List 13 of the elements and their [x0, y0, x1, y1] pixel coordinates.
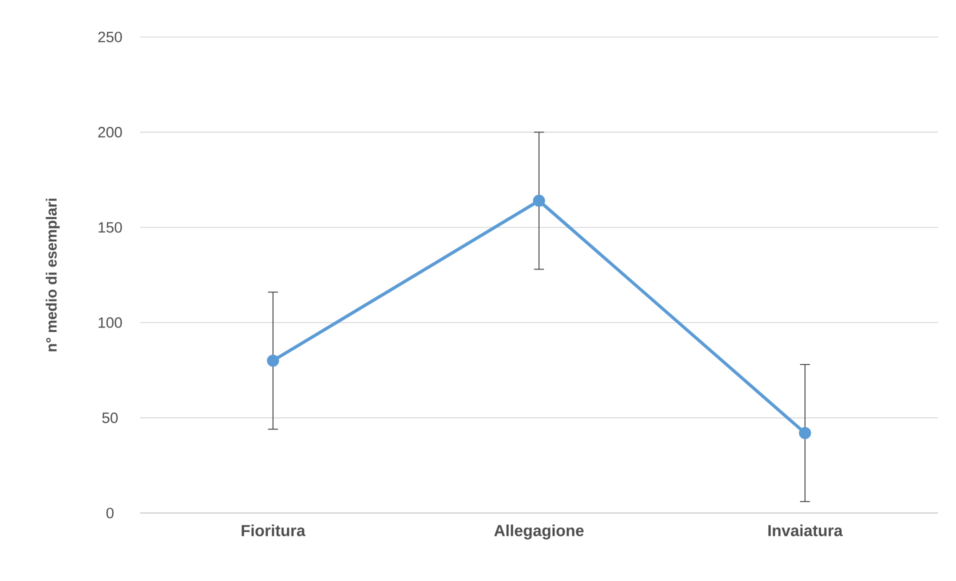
point [532, 194, 546, 207]
y-tick-label: 50 [102, 412, 118, 424]
y-axis-title: n° medio di esemplari [46, 198, 60, 352]
y-tick-label: 150 [98, 222, 122, 233]
x-tick-label: Invaiatura [768, 524, 843, 536]
y-tick-label: 200 [98, 126, 122, 138]
point [266, 354, 280, 367]
y-tick-label: 100 [98, 317, 122, 328]
y-tick-label: 250 [98, 32, 122, 42]
point [798, 426, 812, 440]
x-tick-label: Fioritura [242, 524, 306, 536]
y-tick-label: 0 [106, 508, 114, 518]
x-tick-label: Allegagione [494, 524, 584, 540]
